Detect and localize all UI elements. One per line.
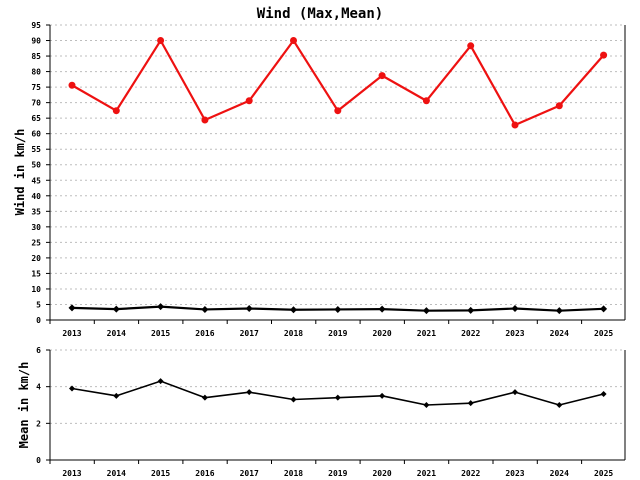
- main-ytick-label: 0: [36, 316, 41, 325]
- main-max-wind-point: [201, 116, 209, 124]
- mean-xtick-label: 2017: [240, 469, 259, 478]
- main-ytick-label: 45: [31, 176, 41, 185]
- main-max-wind-point: [290, 37, 297, 45]
- main-max-wind-point: [334, 107, 342, 115]
- main-plot-area: 0510152025303540455055606570758085909520…: [31, 21, 626, 338]
- mean-mean-wind-point: [334, 394, 341, 401]
- mean-ytick-label: 0: [36, 456, 41, 465]
- main-max-wind-point: [600, 51, 608, 59]
- main-max-wind-point: [467, 42, 475, 50]
- mean-ytick-label: 4: [36, 383, 41, 392]
- mean-xtick-label: 2019: [328, 469, 347, 478]
- main-ytick-label: 40: [31, 192, 41, 201]
- main-mean-wind-point: [201, 305, 209, 313]
- main-max-wind-point: [378, 72, 386, 80]
- mean-mean-wind-point: [246, 389, 253, 396]
- main-max-wind-point: [245, 97, 253, 105]
- main-xtick-label: 2014: [107, 329, 126, 338]
- main-ytick-label: 20: [31, 254, 41, 263]
- main-mean-wind-point: [245, 305, 253, 313]
- mean-ytick-label: 6: [36, 346, 41, 355]
- main-max-wind-point: [157, 37, 165, 45]
- main-ytick-label: 80: [31, 68, 41, 77]
- main-mean-wind-point: [157, 303, 165, 311]
- main-ylabel: Wind in km/h: [13, 129, 27, 216]
- main-max-wind-point: [68, 81, 76, 89]
- sub-ylabel: Mean in km/h: [17, 362, 31, 449]
- main-ytick-label: 60: [31, 130, 41, 139]
- mean-mean-wind-point: [379, 392, 386, 399]
- main-ytick-label: 50: [31, 161, 41, 170]
- main-ytick-label: 55: [31, 145, 41, 154]
- mean-xtick-label: 2021: [417, 469, 436, 478]
- main-ytick-label: 10: [31, 285, 41, 294]
- main-ytick-label: 30: [31, 223, 41, 232]
- main-xtick-label: 2025: [594, 329, 613, 338]
- mean-mean-wind-point: [69, 385, 75, 392]
- mean-mean-wind-point: [423, 402, 430, 408]
- main-xtick-label: 2021: [417, 329, 436, 338]
- mean-xtick-label: 2024: [550, 469, 569, 478]
- main-max-wind-point: [555, 102, 563, 110]
- mean-ytick-label: 2: [36, 419, 41, 428]
- main-mean-wind-point: [422, 307, 430, 315]
- mean-xtick-label: 2014: [107, 469, 126, 478]
- mean-xtick-label: 2023: [505, 469, 524, 478]
- main-mean-wind-point: [600, 305, 608, 313]
- main-ytick-label: 5: [36, 300, 41, 309]
- mean-plot-area: 0 2 4 6 2013 2014 2015 2016 2017 2018 2019 2020 2021…: [36, 346, 626, 478]
- mean-mean-wind-point: [556, 402, 563, 408]
- main-mean-wind-point: [290, 306, 297, 314]
- main-max-wind-point: [422, 97, 430, 105]
- mean-xtick-label: 2018: [284, 469, 303, 478]
- main-ytick-label: 70: [31, 99, 41, 108]
- main-xtick-label: 2020: [372, 329, 391, 338]
- mean-mean-wind-line: [71, 380, 604, 406]
- main-max-wind-point: [511, 121, 519, 129]
- mean-xtick-label: 2016: [195, 469, 214, 478]
- main-mean-wind-point: [378, 305, 386, 313]
- main-ytick-label: 25: [31, 238, 41, 247]
- main-ytick-label: 95: [31, 21, 41, 30]
- main-xtick-label: 2016: [195, 329, 214, 338]
- mean-mean-wind-point: [157, 378, 164, 385]
- main-xtick-label: 2015: [151, 329, 170, 338]
- main-max-wind-point: [112, 107, 120, 115]
- main-ytick-label: 35: [31, 207, 41, 216]
- main-ytick-label: 15: [31, 269, 41, 278]
- mean-mean-wind-point: [201, 394, 208, 401]
- main-xtick-label: 2018: [284, 329, 303, 338]
- main-xtick-label: 2013: [62, 329, 81, 338]
- mean-mean-wind-point: [290, 396, 297, 403]
- main-mean-wind-point: [112, 305, 120, 313]
- main-xtick-label: 2019: [328, 329, 347, 338]
- main-xtick-label: 2022: [461, 329, 480, 338]
- mean-mean-wind-point: [467, 400, 474, 407]
- main-ytick-label: 90: [31, 37, 41, 46]
- main-mean-wind-point: [334, 305, 342, 313]
- mean-mean-wind-point: [512, 389, 518, 396]
- mean-xtick-label: 2025: [594, 469, 613, 478]
- main-mean-wind-point: [511, 305, 519, 313]
- main-mean-wind-point: [467, 306, 475, 314]
- mean-xtick-label: 2022: [461, 469, 480, 478]
- main-ytick-label: 75: [31, 83, 41, 92]
- mean-xtick-label: 2013: [62, 469, 81, 478]
- main-ytick-label: 85: [31, 52, 41, 61]
- mean-xtick-label: 2020: [372, 469, 391, 478]
- main-ytick-label: 65: [31, 114, 41, 123]
- mean-mean-wind-point: [600, 391, 607, 397]
- mean-mean-wind-point: [113, 392, 120, 399]
- main-xtick-label: 2023: [505, 329, 524, 338]
- main-mean-wind-point: [555, 307, 563, 315]
- main-mean-wind-point: [68, 304, 76, 312]
- main-xtick-label: 2017: [240, 329, 259, 338]
- mean-xtick-label: 2015: [151, 469, 170, 478]
- main-xtick-label: 2024: [550, 329, 569, 338]
- chart-title: Wind (Max,Mean): [257, 6, 383, 22]
